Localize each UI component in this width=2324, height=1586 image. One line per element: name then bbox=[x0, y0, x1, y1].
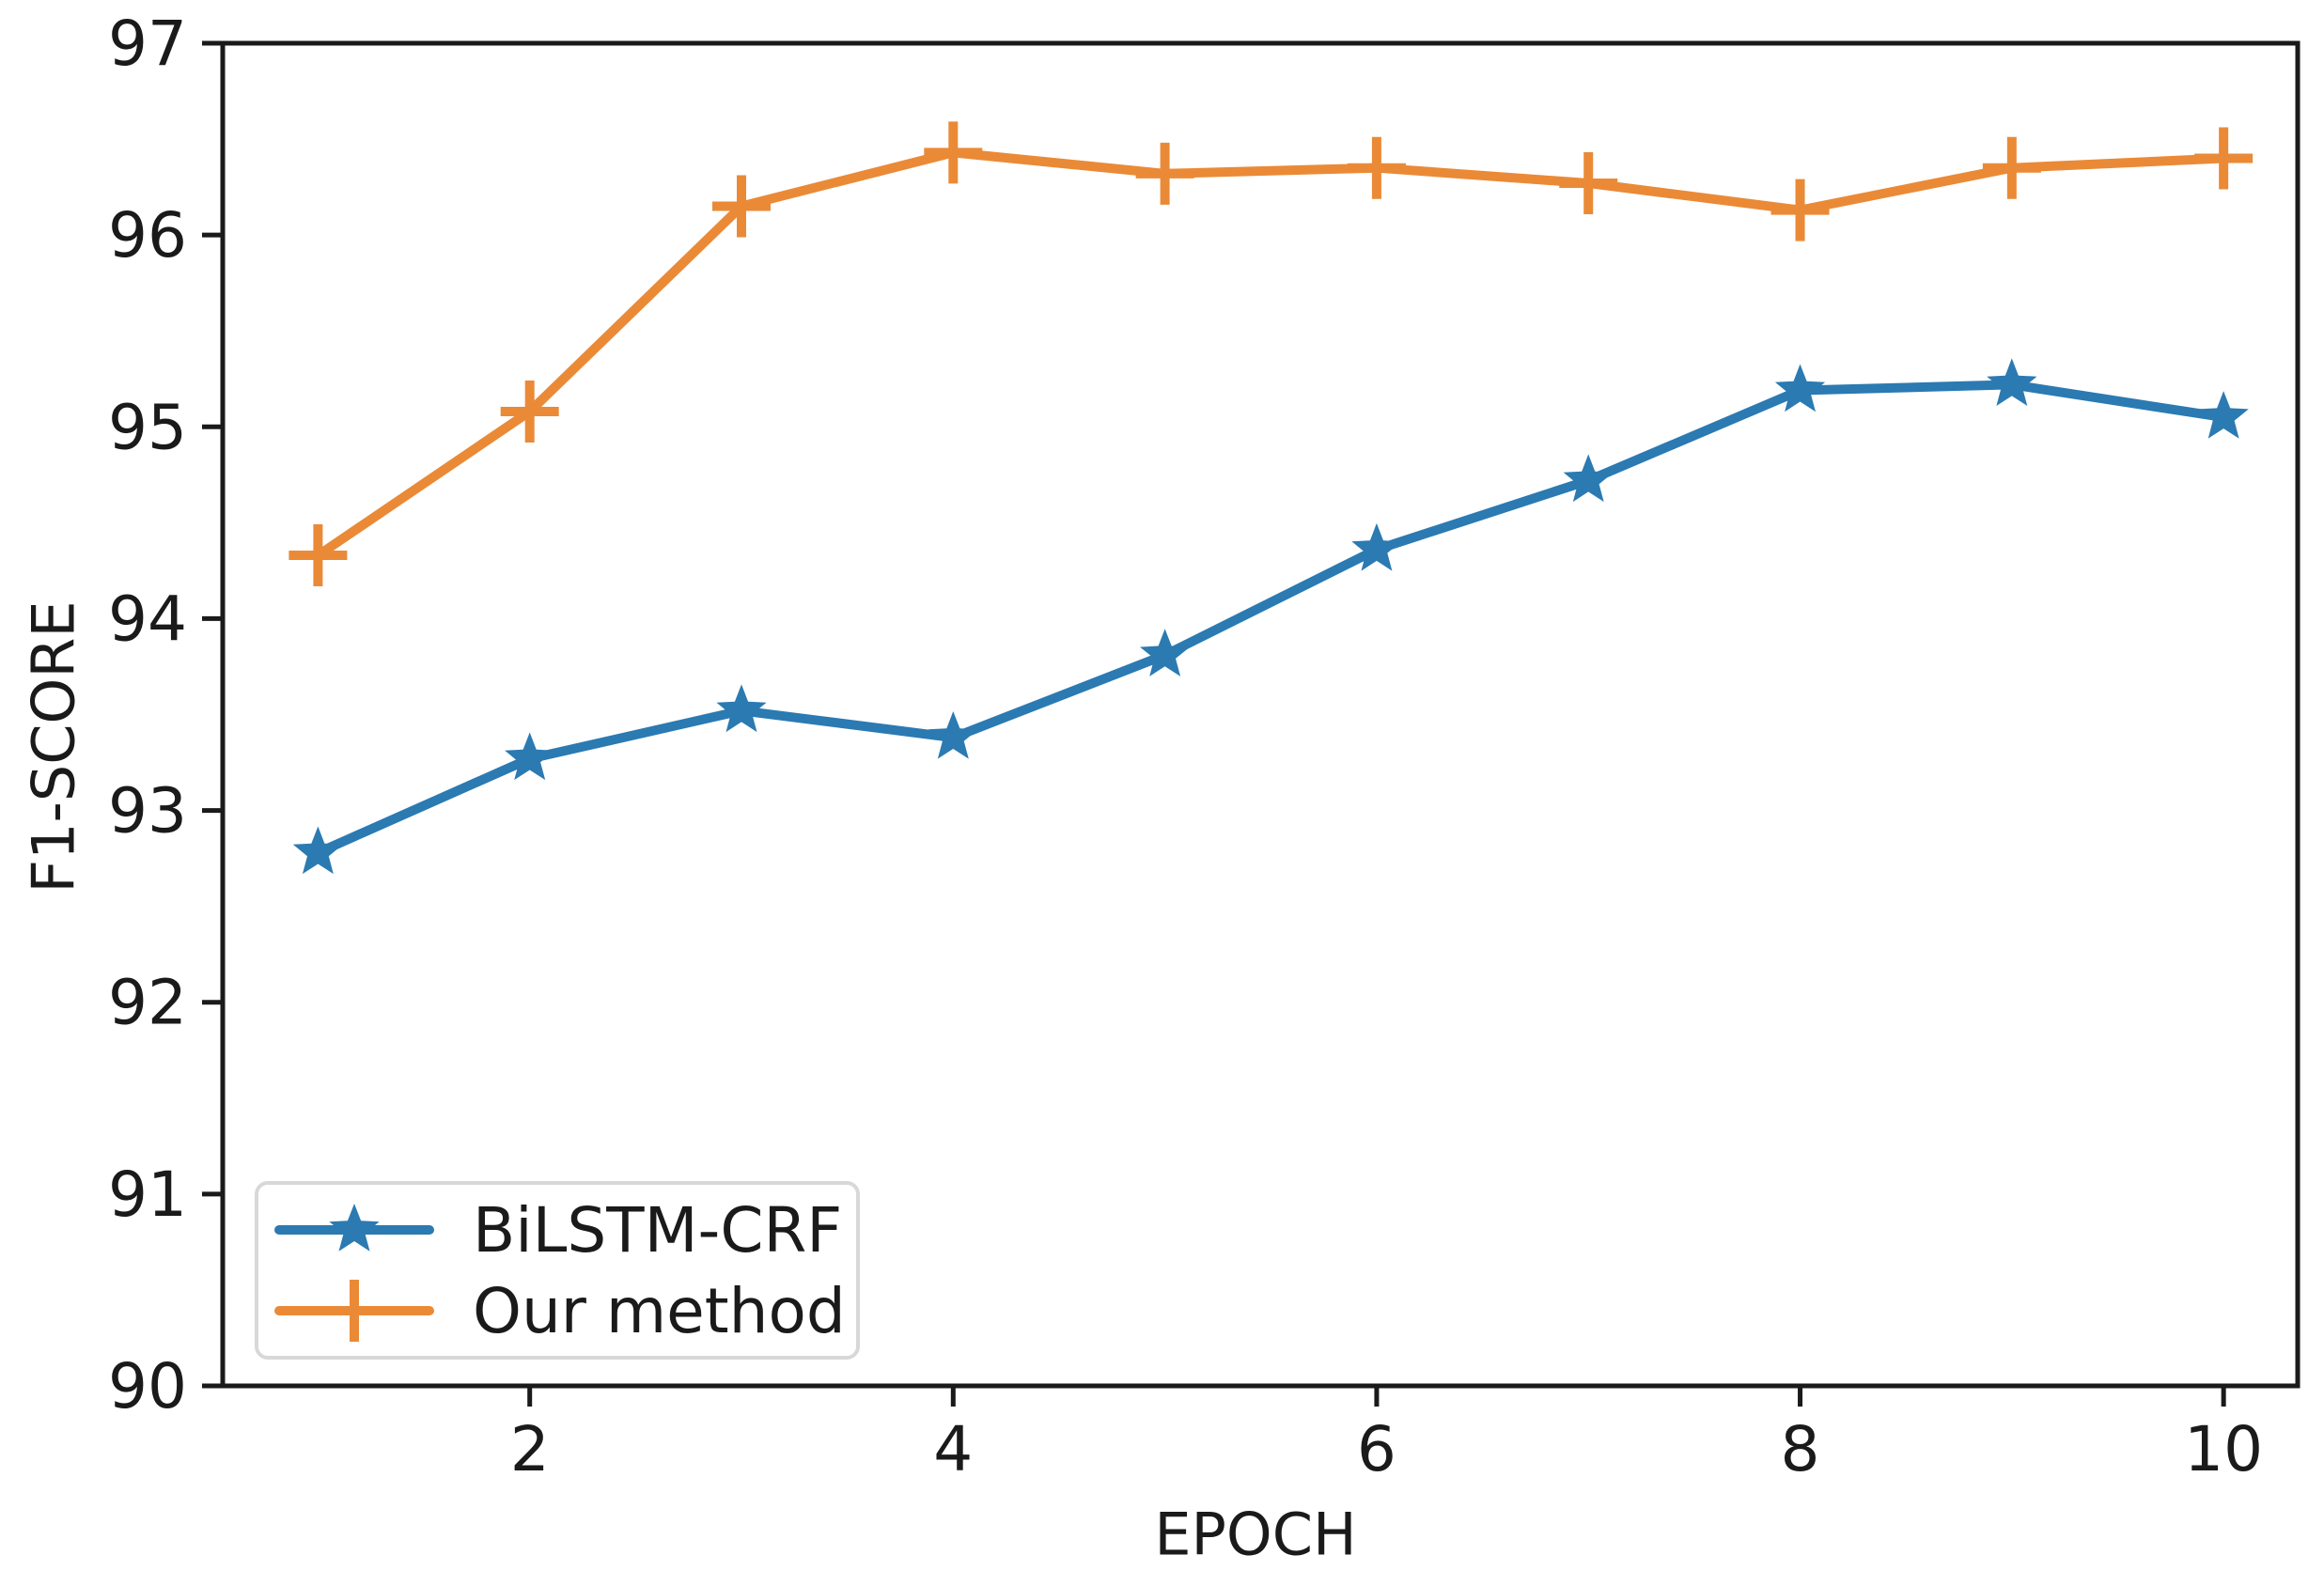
svg-text:8: 8 bbox=[1781, 1413, 1820, 1485]
svg-text:4: 4 bbox=[933, 1413, 973, 1485]
svg-text:6: 6 bbox=[1357, 1413, 1396, 1485]
svg-text:2: 2 bbox=[510, 1413, 550, 1485]
legend-line-star-sample bbox=[274, 1204, 434, 1252]
legend: BiLSTM-CRF Our method bbox=[255, 1181, 860, 1360]
svg-text:97: 97 bbox=[108, 8, 187, 80]
svg-text:96: 96 bbox=[108, 199, 187, 272]
svg-text:94: 94 bbox=[108, 583, 187, 655]
svg-text:91: 91 bbox=[108, 1158, 187, 1231]
y-axis-label: F1-SCORE bbox=[19, 600, 88, 894]
svg-text:93: 93 bbox=[108, 775, 187, 847]
svg-text:90: 90 bbox=[108, 1350, 187, 1423]
legend-item-our-method: Our method bbox=[272, 1271, 856, 1350]
svg-text:10: 10 bbox=[2184, 1413, 2263, 1485]
legend-label-bilstm-crf: BiLSTM-CRF bbox=[473, 1193, 843, 1267]
legend-label-our-method: Our method bbox=[473, 1274, 846, 1347]
legend-line-plus-sample bbox=[274, 1280, 434, 1342]
x-axis-label: EPOCH bbox=[1154, 1500, 1357, 1569]
legend-item-bilstm-crf: BiLSTM-CRF bbox=[272, 1190, 856, 1269]
svg-text:92: 92 bbox=[108, 967, 187, 1039]
svg-text:95: 95 bbox=[108, 391, 187, 463]
